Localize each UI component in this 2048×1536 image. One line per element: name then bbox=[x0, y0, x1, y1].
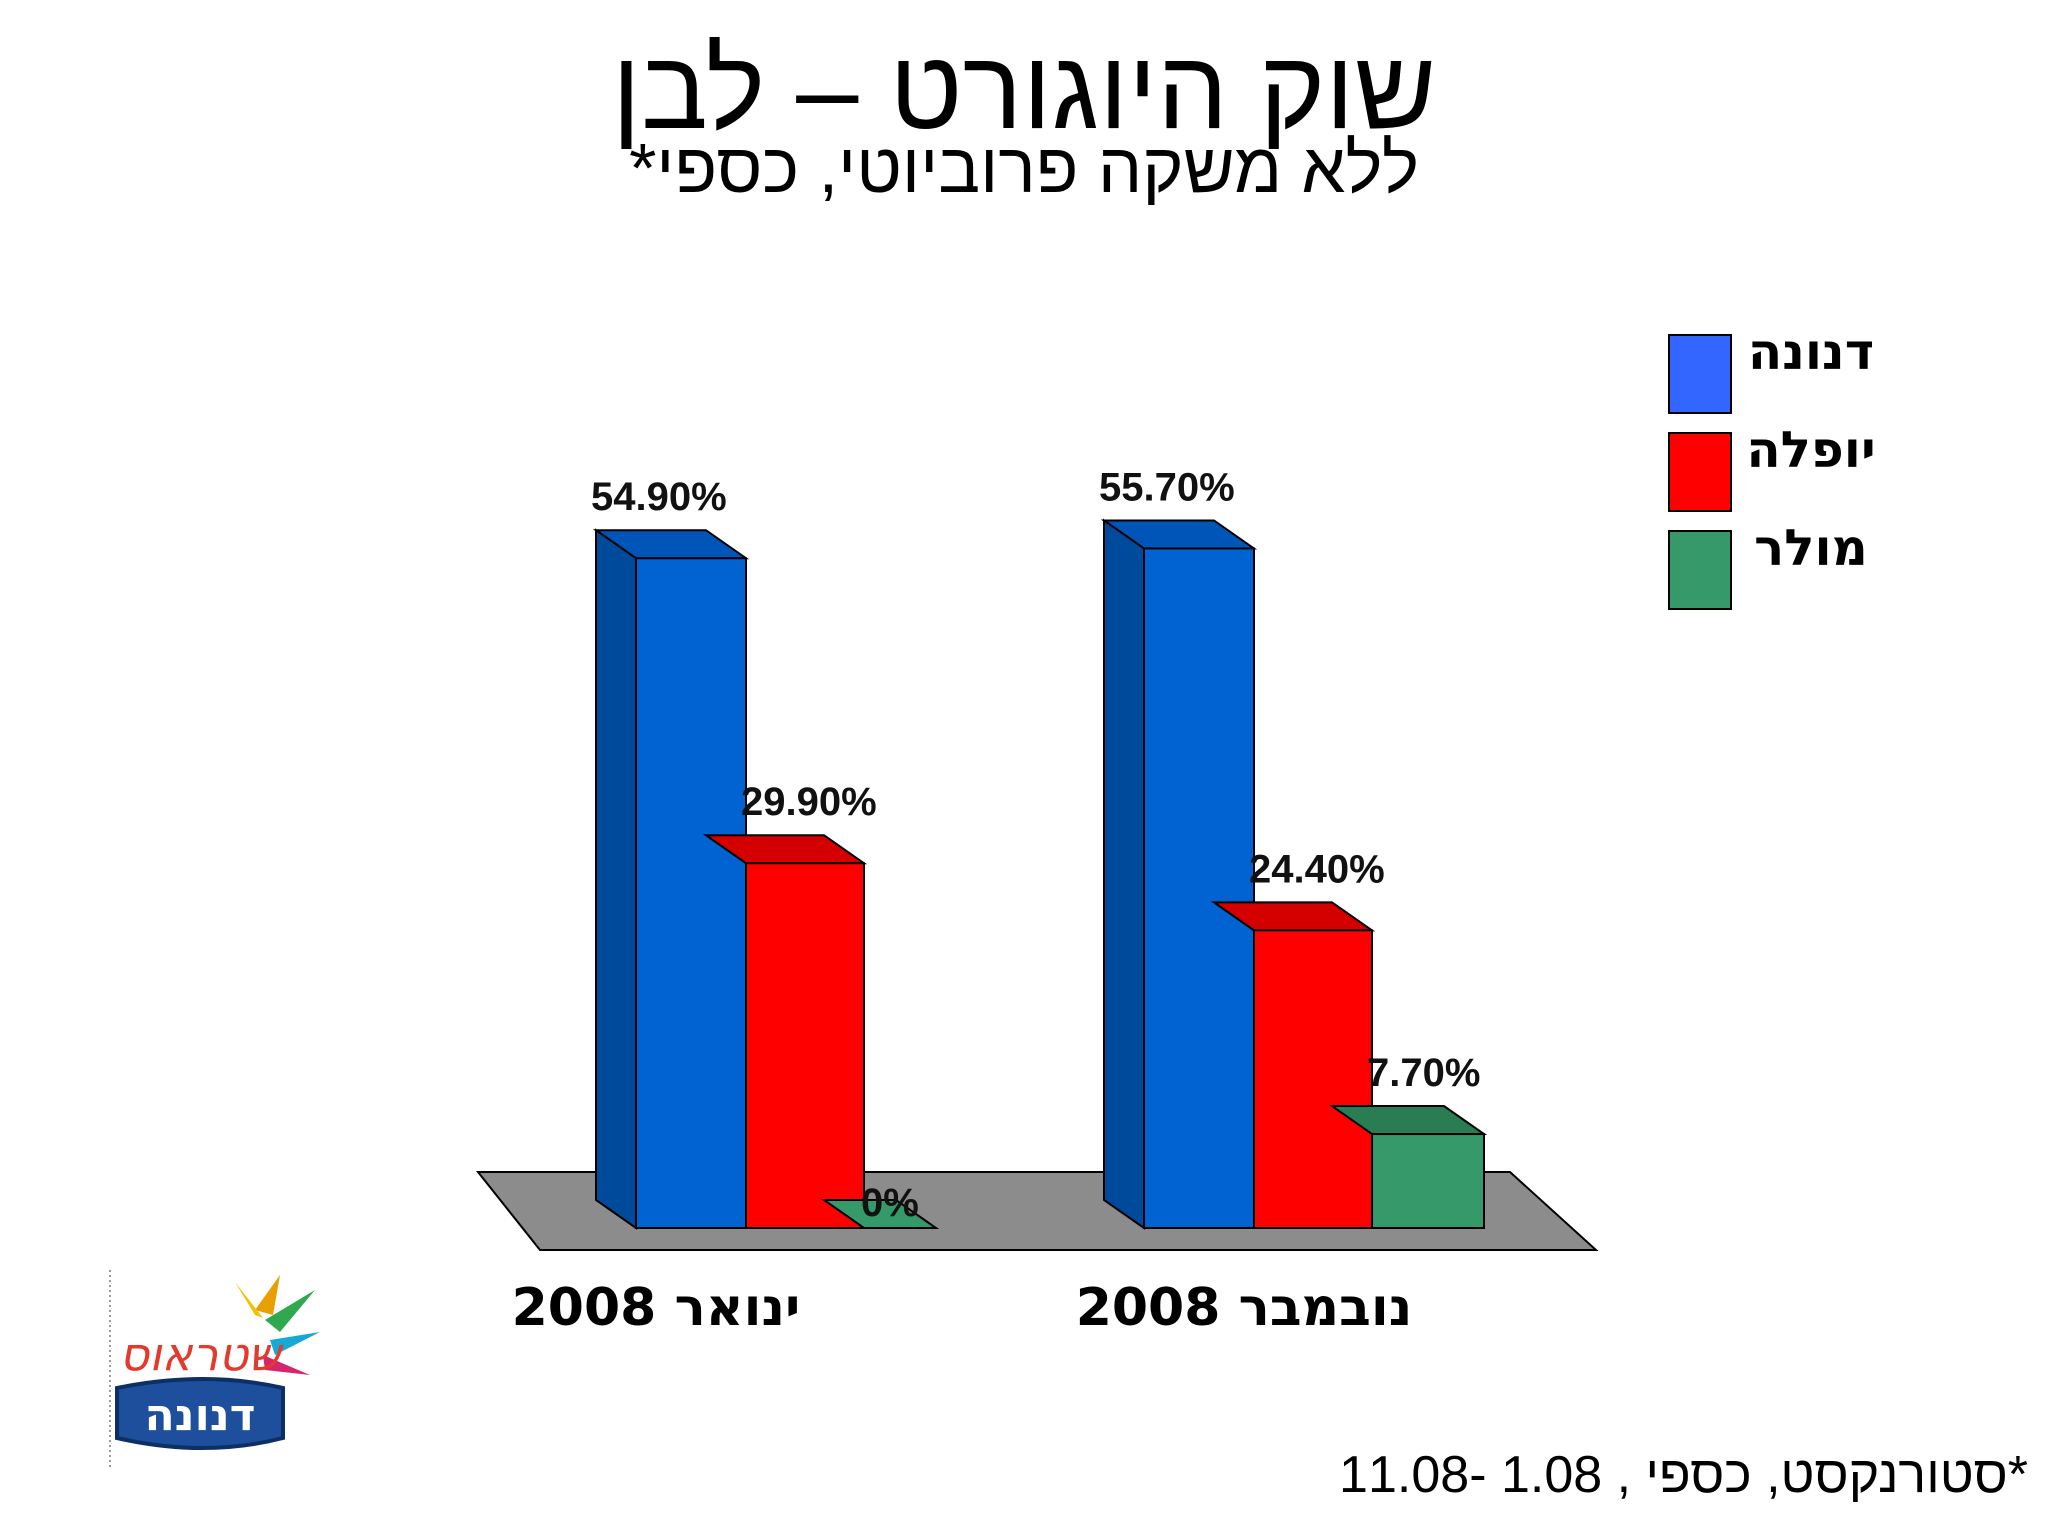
value-label-1-3: 0% bbox=[861, 1181, 919, 1225]
slide-subtitle: ללא משקה פרוביוטי, כספי* bbox=[629, 129, 1419, 207]
bar-2-2 bbox=[1253, 929, 1373, 1229]
danone-logo-text: דנונה bbox=[144, 1390, 255, 1441]
value-label-2-1: 55.70% bbox=[1099, 465, 1235, 509]
bar-1-3 bbox=[820, 1199, 940, 1229]
danone-strauss-logo: שטראוס דנונה bbox=[109, 1270, 320, 1470]
legend-item-danone: דנונה bbox=[1660, 323, 1900, 428]
legend-item-muller: מולר bbox=[1660, 519, 1900, 624]
value-label-2-2: 24.40% bbox=[1249, 847, 1385, 891]
legend-label-danone: דנונה bbox=[1747, 323, 1875, 381]
legend-swatch-muller bbox=[1668, 530, 1732, 610]
legend-label-muller: מולר bbox=[1754, 519, 1868, 577]
legend-label-yoplait: יופלה bbox=[1746, 421, 1876, 479]
legend: דנונה יופלה מולר bbox=[1660, 323, 1900, 624]
strauss-script-text: שטראוס bbox=[119, 1327, 284, 1381]
bar-2-1-side bbox=[1103, 518, 1145, 1230]
bar-2-1 bbox=[1143, 547, 1255, 1229]
bar-2-3 bbox=[1371, 1133, 1485, 1230]
source-footnote: *סטורנקסט, כספי , 1.08 -11.08 bbox=[1339, 1446, 2028, 1504]
category-label-1: ינואר 2008 bbox=[512, 1278, 801, 1338]
value-label-2-3: 7.70% bbox=[1367, 1051, 1480, 1095]
legend-item-yoplait: יופלה bbox=[1660, 421, 1900, 526]
value-label-1-1: 54.90% bbox=[591, 475, 727, 519]
slide-title: שוק היוגורט – לבן bbox=[611, 27, 1437, 152]
legend-swatch-danone bbox=[1668, 334, 1732, 414]
legend-swatch-yoplait bbox=[1668, 432, 1732, 512]
bar-1-1-side bbox=[595, 528, 637, 1230]
category-label-2: נובמבר 2008 bbox=[1076, 1278, 1413, 1338]
value-label-1-2: 29.90% bbox=[741, 780, 877, 824]
bar-1-2 bbox=[745, 862, 865, 1229]
bar-1-1 bbox=[635, 557, 747, 1229]
